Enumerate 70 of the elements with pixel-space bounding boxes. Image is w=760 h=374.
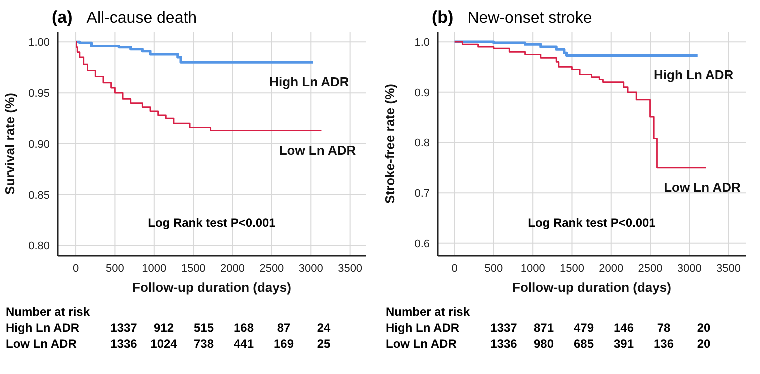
x-tick-label: 0 [452,262,458,275]
text: 391 [612,336,636,352]
chart-title: (a) [52,8,73,28]
text: 515 [192,320,216,336]
text: 479 [572,320,596,336]
y-tick-label: 1.0 [414,36,430,49]
text: 738 [192,336,216,352]
text: 136 [652,336,676,352]
x-tick-label: 2000 [220,262,246,275]
x-tick-label: 2500 [260,262,284,275]
text: Number at risk [386,304,472,320]
text: 1336 [110,336,138,352]
x-tick-label: 2000 [599,262,624,275]
x-tick-label: 2500 [638,262,663,275]
text: Low Ln ADR [386,336,458,352]
text: 20 [696,336,712,352]
x-tick-label: 3500 [338,262,363,275]
x-tick-label: 0 [72,262,80,275]
chart-subtitle: New-onset stroke [468,10,592,28]
text: 1336 [490,336,518,352]
text: Low Ln ADR [6,336,78,352]
annotation: Log Rank test P<0.001 [147,216,277,230]
text: 871 [532,320,556,336]
y-tick-label: 0.90 [28,138,50,151]
x-tick-label: 500 [484,262,504,275]
x-tick-label: 1000 [520,262,546,275]
chart-subtitle: All-cause death [86,10,198,28]
y-tick-label: 0.85 [28,190,50,202]
x-tick-label: 1500 [560,262,584,275]
text: High Ln ADR [6,320,81,336]
text: 20 [696,320,712,336]
text: 980 [532,336,556,352]
x-tick-label: 1000 [142,262,167,275]
y-axis-title: Survival rate (%) [2,93,18,195]
text: 912 [152,320,176,336]
series-label: High Ln ADR [654,68,734,83]
annotation: Log Rank test P<0.001 [527,216,657,230]
y-tick-label: 0.8 [414,138,430,150]
text: Number at risk [6,304,92,320]
text: 87 [276,320,292,336]
x-tick-label: 500 [106,262,124,275]
text: 24 [316,320,332,336]
series-label: Low Ln ADR [664,180,742,195]
x-tick-label: 3000 [677,262,702,275]
chart-title: (b) [432,8,454,28]
x-axis-title: Follow-up duration (days) [132,280,292,295]
x-tick-label: 3500 [716,262,742,275]
x-axis-title: Follow-up duration (days) [512,280,672,295]
text: 168 [232,320,256,336]
text: 25 [316,336,332,352]
text: 441 [232,336,256,352]
y-axis-title: Stroke-free rate (%) [382,84,398,204]
y-tick-label: 0.9 [414,87,430,100]
series-label: High Ln ADR [270,74,350,90]
y-tick-label: 0.80 [28,240,50,253]
y-tick-label: 0.6 [414,238,430,250]
y-tick-label: 0.7 [414,188,430,200]
text: 146 [612,320,636,336]
text: 1337 [490,320,518,336]
series-label: Low Ln ADR [279,142,357,158]
text: 1337 [110,320,138,336]
x-tick-label: 1500 [181,262,206,275]
x-tick-label: 3000 [298,262,324,275]
y-tick-label: 1.00 [28,37,50,50]
text: 1024 [150,336,178,352]
text: 169 [272,336,296,352]
text: High Ln ADR [386,320,461,336]
text: 78 [656,320,672,336]
y-tick-label: 0.95 [28,88,50,100]
text: 685 [572,336,596,352]
